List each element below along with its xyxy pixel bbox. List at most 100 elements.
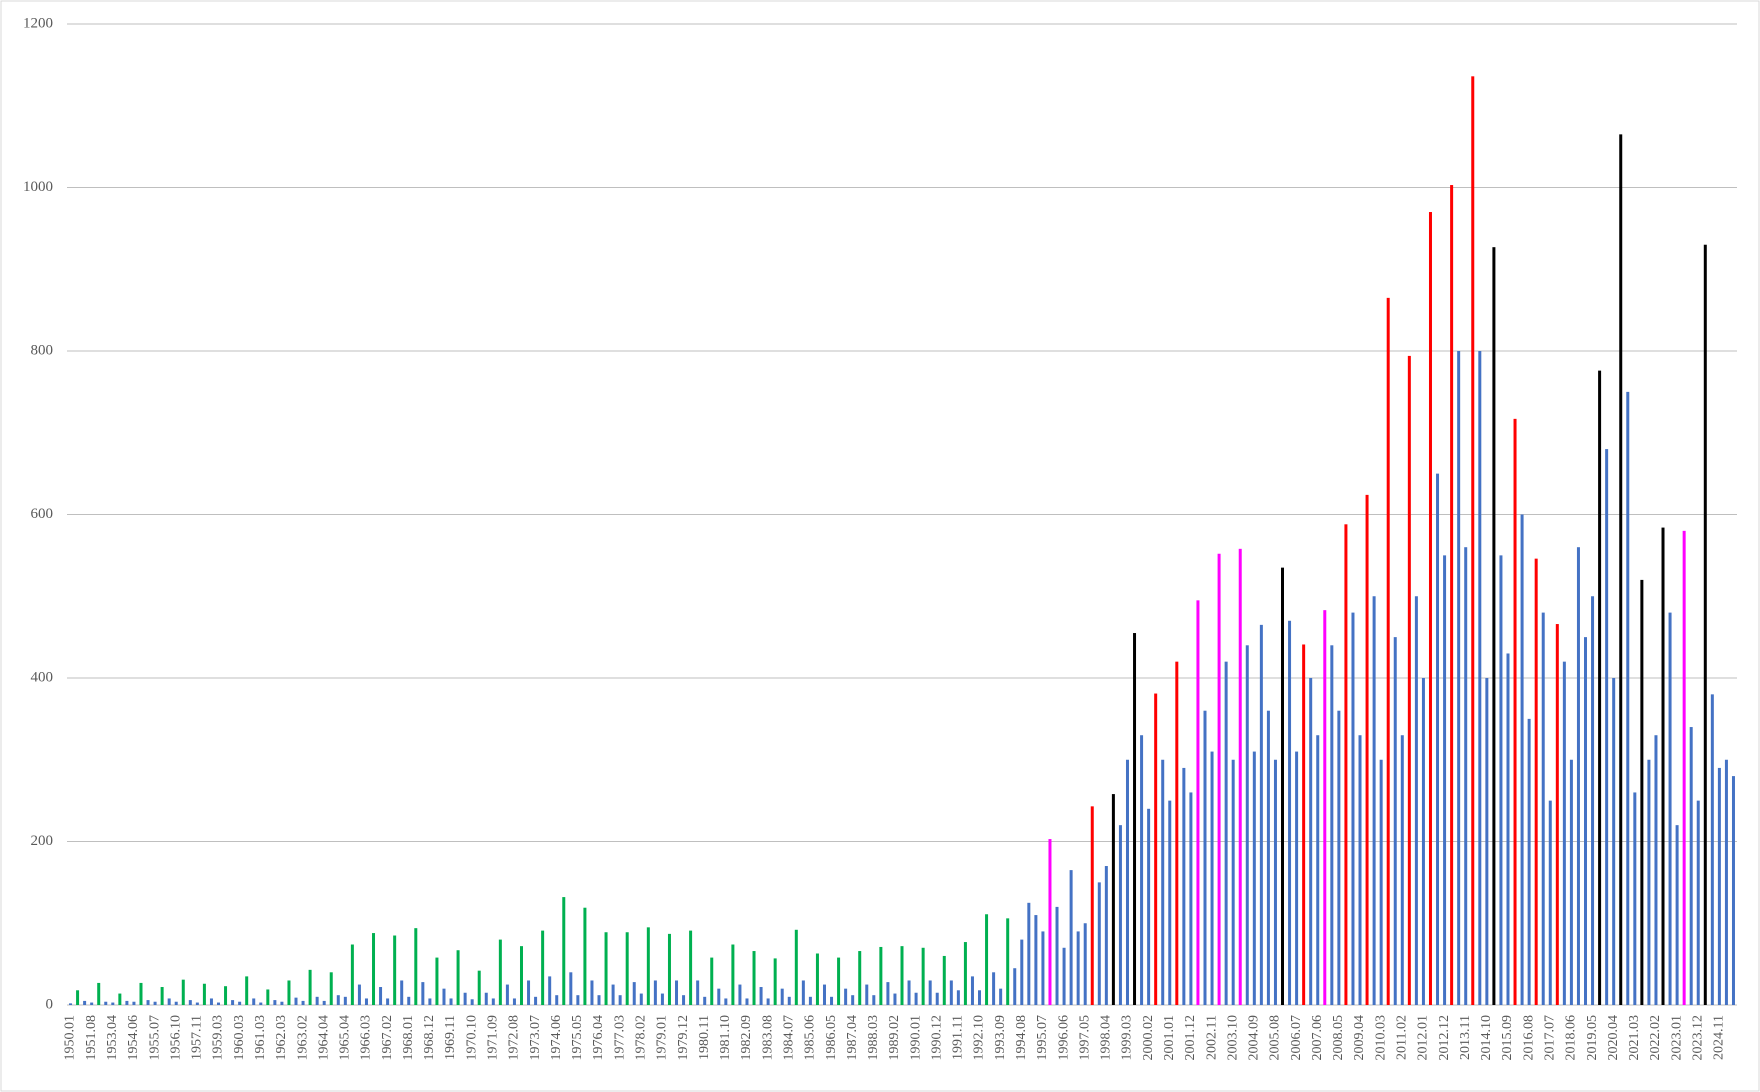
x-tick-label: 1967.02 — [380, 1015, 395, 1061]
bar — [682, 995, 686, 1005]
bar — [780, 988, 784, 1005]
bar — [1457, 351, 1461, 1005]
x-tick-label: 1984.07 — [781, 1015, 796, 1061]
bar — [364, 998, 368, 1005]
bar — [1013, 968, 1017, 1005]
bar — [985, 914, 989, 1005]
bar — [555, 995, 559, 1005]
bar — [1499, 555, 1503, 1005]
bar — [90, 1002, 94, 1005]
bar — [703, 996, 707, 1005]
x-tick-label: 2001.01 — [1162, 1015, 1177, 1061]
bar — [118, 993, 122, 1005]
bar — [1724, 759, 1728, 1005]
x-tick-label: 1964.04 — [316, 1015, 331, 1061]
bar — [372, 933, 376, 1005]
bar — [1492, 247, 1496, 1006]
bar — [822, 984, 826, 1005]
bar — [315, 996, 319, 1005]
bar — [1562, 661, 1566, 1005]
bar — [287, 980, 291, 1005]
bar — [1104, 866, 1108, 1005]
x-tick-label: 2005.08 — [1268, 1015, 1283, 1061]
bar — [935, 992, 939, 1005]
bar — [83, 1000, 87, 1005]
bar — [336, 995, 340, 1005]
bar — [449, 998, 453, 1005]
x-tick-label: 2015.09 — [1500, 1015, 1515, 1061]
bar — [1365, 494, 1369, 1005]
bar — [1668, 612, 1672, 1005]
bar — [273, 1000, 277, 1005]
bar — [301, 1000, 305, 1005]
x-tick-label: 1987.04 — [845, 1015, 860, 1061]
bar — [992, 972, 996, 1005]
x-tick-label: 1997.05 — [1077, 1015, 1092, 1061]
x-tick-label: 1985.06 — [803, 1015, 818, 1061]
bar — [322, 1000, 326, 1005]
x-tick-label: 2002.11 — [1204, 1015, 1219, 1060]
bar — [1640, 579, 1644, 1005]
x-tick-label: 2003.10 — [1225, 1015, 1240, 1061]
bar — [350, 944, 354, 1005]
bar — [1210, 751, 1214, 1005]
x-tick-label: 1982.09 — [739, 1015, 754, 1061]
x-tick-label: 1957.11 — [190, 1015, 205, 1060]
bar — [181, 979, 185, 1005]
bar — [773, 958, 777, 1005]
bar — [1273, 759, 1277, 1005]
bar — [209, 998, 213, 1005]
bar — [519, 946, 523, 1005]
bar — [1238, 548, 1242, 1005]
x-tick-label: 1989.02 — [887, 1015, 902, 1061]
bar — [625, 932, 629, 1005]
x-tick-label: 2022.02 — [1648, 1015, 1663, 1061]
x-tick-label: 1959.03 — [211, 1015, 226, 1061]
bar — [851, 995, 855, 1005]
bar — [146, 1000, 150, 1005]
bar — [1182, 767, 1186, 1005]
bar — [752, 951, 756, 1005]
bar — [1436, 473, 1440, 1005]
x-tick-label: 1966.03 — [359, 1015, 374, 1061]
bar — [1097, 882, 1101, 1005]
x-tick-label: 1963.02 — [295, 1015, 310, 1061]
y-tick-label: 200 — [31, 833, 54, 849]
bar — [1633, 792, 1637, 1005]
bar — [660, 993, 664, 1005]
x-tick-label: 1991.11 — [951, 1015, 966, 1060]
bar — [1203, 710, 1207, 1005]
bar — [463, 992, 467, 1005]
bar — [132, 1001, 136, 1005]
bar — [252, 998, 256, 1005]
bar — [477, 970, 481, 1005]
x-tick-label: 2001.12 — [1183, 1015, 1198, 1061]
bar — [1471, 76, 1475, 1005]
bar — [576, 995, 580, 1005]
x-tick-label: 2010.03 — [1373, 1015, 1388, 1061]
bar — [527, 980, 531, 1005]
bar — [1168, 800, 1172, 1005]
x-tick-label: 1993.09 — [993, 1015, 1008, 1061]
bar — [653, 980, 657, 1005]
bar — [837, 957, 841, 1005]
bar — [534, 996, 538, 1005]
bar — [1217, 553, 1221, 1005]
x-tick-label: 1978.02 — [634, 1015, 649, 1061]
bar — [1027, 902, 1031, 1005]
bar — [1386, 297, 1390, 1005]
bar — [597, 995, 601, 1005]
bar — [1020, 939, 1024, 1005]
bar — [1125, 759, 1129, 1005]
bar — [428, 998, 432, 1005]
bar — [632, 982, 636, 1005]
bar — [618, 995, 622, 1005]
bar — [667, 933, 671, 1005]
bar — [1048, 839, 1052, 1005]
x-tick-label: 1977.03 — [612, 1015, 627, 1061]
x-tick-label: 2012.01 — [1416, 1015, 1431, 1061]
bar — [1598, 370, 1602, 1005]
bar — [1323, 610, 1327, 1005]
bar — [104, 1001, 108, 1005]
bar — [407, 996, 411, 1005]
